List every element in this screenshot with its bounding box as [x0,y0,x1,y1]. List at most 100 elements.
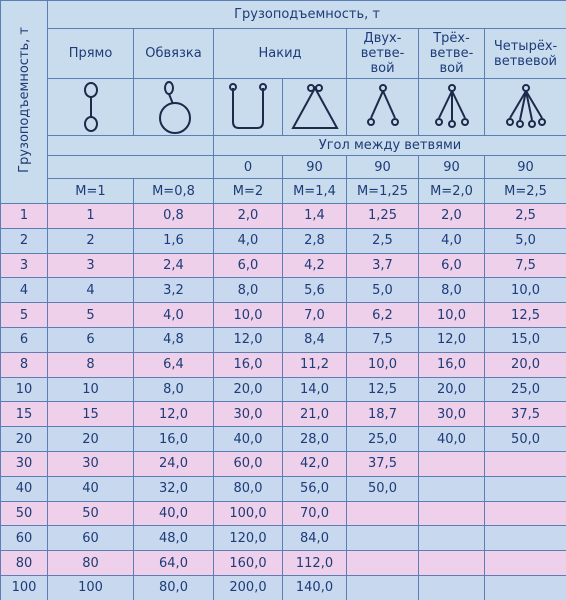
table-cell: 56,0 [282,475,347,502]
factor-value: M=2,5 [483,178,566,204]
table-cell: 0,8 [133,203,214,229]
row-header: 100 [0,574,48,600]
table-cell: 6,0 [213,252,283,279]
table-cell [418,475,485,502]
table-cell: 5,0 [346,277,419,304]
table-row: 40 40 32,0 80,0 56,0 50,0 [0,475,566,502]
table-cell: 37,5 [483,401,566,428]
table-cell: 2,5 [346,227,419,254]
table-cell: 20,0 [483,351,566,378]
table-cell: 50,0 [483,426,566,452]
table-cell: 10,0 [418,302,485,328]
table-row: 10 10 8,0 20,0 14,0 12,5 20,0 25,0 [0,376,566,403]
table-cell: 2,5 [483,203,566,229]
sling-straight-icon [83,82,98,132]
table-cell: 80,0 [213,475,283,502]
table-cell: 6,4 [133,351,214,378]
table-cell: 16,0 [133,426,214,452]
table-cell: 4 [47,277,134,304]
table-cell: 70,0 [282,500,347,527]
row-header: 3 [0,252,48,279]
icon-cell [418,78,485,136]
table-cell: 25,0 [483,376,566,403]
title: Грузоподъемность, т [234,7,380,22]
icon-cell [47,78,134,136]
angle-value: 90 [346,155,419,179]
row-header: 60 [0,525,48,552]
table-cell: 21,0 [282,401,347,428]
sling-choke-icon [158,81,191,134]
angle-title: Угол между ветвями [212,135,566,156]
table-cell: 50 [47,500,134,527]
table-cell: 37,5 [346,450,419,477]
table-cell [483,500,566,527]
row-header: 6 [0,326,48,353]
table-cell: 1,25 [346,203,419,229]
table-cell: 28,0 [282,426,347,452]
table-cell: 84,0 [282,525,347,552]
table-cell: 40,0 [213,426,283,452]
table-row: 100 100 80,0 200,0 140,0 [0,574,566,600]
row-header: 30 [0,450,48,477]
two-leg-icon [366,84,399,126]
row-header: 2 [0,227,48,254]
table-cell: 64,0 [133,550,214,576]
table-cell: 2,0 [213,203,283,229]
table-cell: 100,0 [213,500,283,527]
factor-value: M=1,4 [282,178,347,204]
table-cell: 18,7 [346,401,419,428]
table-cell [418,550,485,576]
sling-basket-icon [229,83,267,129]
table-row: 50 50 40,0 100,0 70,0 [0,500,566,527]
table-cell [346,574,419,600]
table-cell: 4,0 [133,302,214,328]
table-cell: 7,0 [282,302,347,328]
table-row: 15 15 12,0 30,0 21,0 18,7 30,0 37,5 [0,401,566,428]
table-cell: 200,0 [213,574,283,600]
table-cell: 120,0 [213,525,283,552]
angle-value: 0 [213,155,283,179]
row-header: 8 [0,351,48,378]
factor-value: M=1 [47,178,134,204]
table-row: 8 8 6,4 16,0 11,2 10,0 16,0 20,0 [0,351,566,378]
row-header: 80 [0,550,48,576]
table-row: 5 5 4,0 10,0 7,0 6,2 10,0 12,5 [0,302,566,328]
table-cell: 10,0 [346,351,419,378]
table-cell: 48,0 [133,525,214,552]
table-cell: 8,0 [213,277,283,304]
table-cell: 8,0 [418,277,485,304]
table-cell: 10,0 [213,302,283,328]
table-cell: 60,0 [213,450,283,477]
table-cell: 12,5 [346,376,419,403]
factor-value: M=2 [213,178,283,204]
table-cell [346,500,419,527]
table-cell: 12,0 [213,326,283,353]
icon-cell [483,78,566,136]
table-cell: 20 [47,426,134,452]
column-header: Трёх- ветве- вой [418,28,485,79]
factor-value: M=1,25 [346,178,419,204]
table-cell [418,450,485,477]
table-cell: 30,0 [418,401,485,428]
table-cell: 3,2 [133,277,214,304]
table-cell: 4,2 [282,252,347,279]
column-header: Накид [213,28,347,79]
table-cell: 100 [47,574,134,600]
table-cell [346,550,419,576]
table-cell: 40,0 [418,426,485,452]
side-title: Грузоподъемность, т [16,27,32,173]
table-cell: 2,4 [133,252,214,279]
angle-value: 90 [418,155,485,179]
table-cell: 12,0 [418,326,485,353]
table-row: 1 1 0,8 2,0 1,4 1,25 2,0 2,5 [0,203,566,229]
factor-value: M=2,0 [418,178,485,204]
table-cell: 80 [47,550,134,576]
icon-cell [282,78,347,136]
table-cell: 1 [47,203,134,229]
table-cell: 16,0 [418,351,485,378]
table-cell: 12,5 [483,302,566,328]
table-cell: 10 [47,376,134,403]
table-cell: 24,0 [133,450,214,477]
table-cell [418,500,485,527]
table-cell: 4,0 [418,227,485,254]
